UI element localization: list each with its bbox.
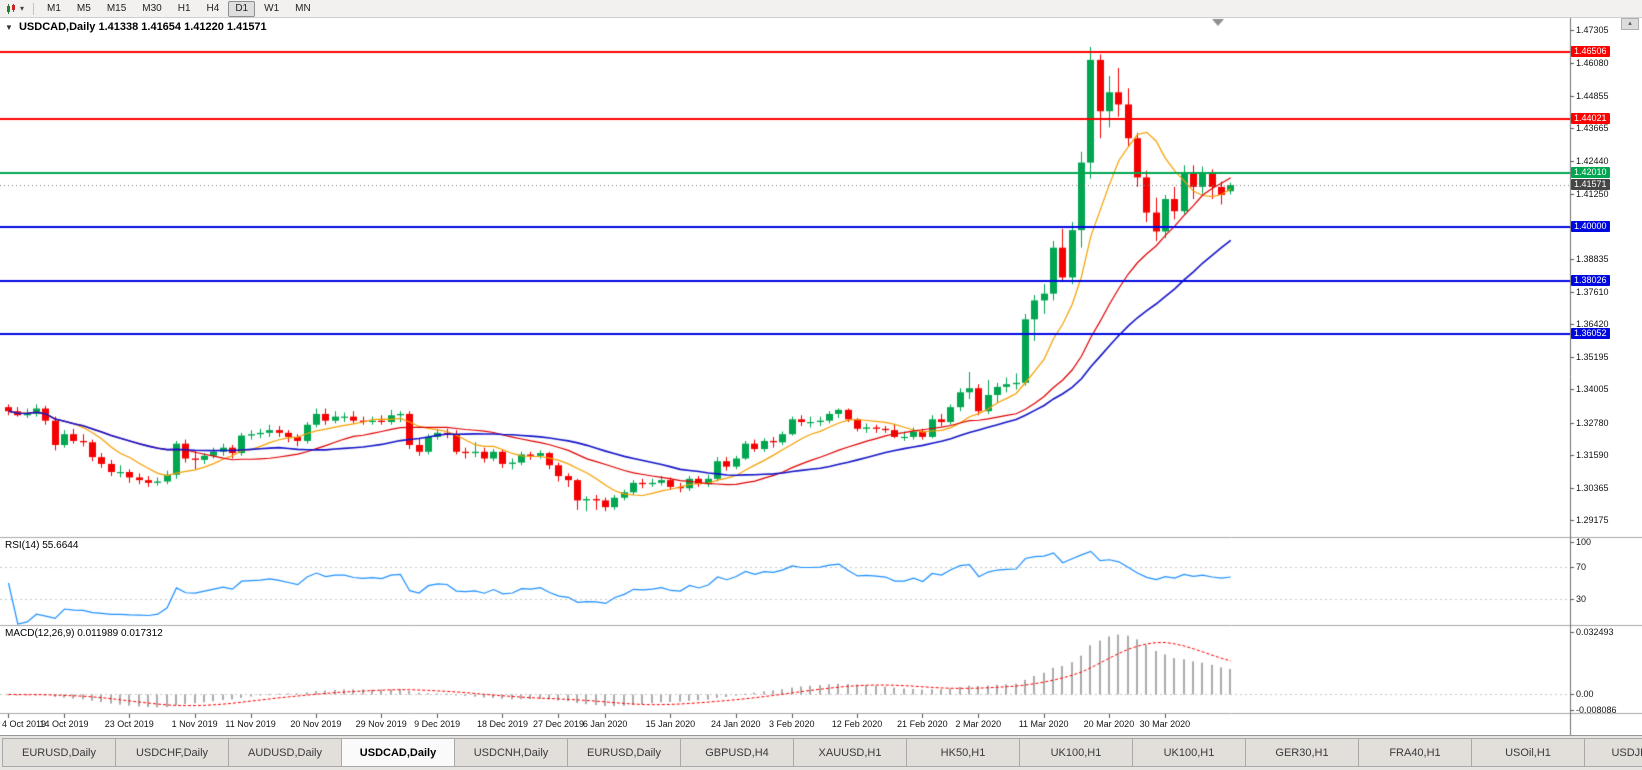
- candlestick-icon: [7, 3, 15, 14]
- timeframe-buttons: M1 M5 M15 M30 H1 H4 D1 W1 MN: [40, 0, 318, 17]
- chart-tab[interactable]: USDCNH,Daily: [454, 738, 568, 767]
- chart-tab[interactable]: EURUSD,Daily: [567, 738, 681, 767]
- chart-tab[interactable]: UK100,H1: [1019, 738, 1133, 767]
- chart-tab[interactable]: EURUSD,Daily: [2, 738, 116, 767]
- timeframe-button-m30[interactable]: M30: [142, 2, 162, 14]
- timeframe-button-m15[interactable]: M15: [106, 2, 127, 14]
- chart-tab[interactable]: USOil,H1: [1471, 738, 1585, 767]
- chart-tab[interactable]: USDCAD,Daily: [341, 738, 455, 767]
- chart-tab[interactable]: USDCHF,Daily: [115, 738, 229, 767]
- toolbar: ▾ M1 M5 M15 M30 H1 H4 D1 W1 MN: [0, 0, 1642, 18]
- chart-tab[interactable]: USDJPY,H1: [1584, 738, 1642, 767]
- chart-type-icon[interactable]: [3, 2, 19, 16]
- timeframe-button-m1[interactable]: M1: [47, 2, 61, 14]
- toolbar-separator: [33, 2, 35, 15]
- timeframe-button-d1[interactable]: D1: [228, 0, 256, 17]
- chart-type-dropdown-icon[interactable]: ▾: [20, 4, 25, 13]
- chart-tab[interactable]: FRA40,H1: [1358, 738, 1472, 767]
- chart-tab[interactable]: HK50,H1: [906, 738, 1020, 767]
- timeframe-button-m5[interactable]: M5: [76, 2, 91, 14]
- price-scale-scroll-button[interactable]: ▴: [1621, 18, 1639, 30]
- timeframe-button-w1[interactable]: W1: [264, 2, 280, 14]
- chart-tab[interactable]: GBPUSD,H4: [680, 738, 794, 767]
- chart-area: ▼ USDCAD,Daily 1.41338 1.41654 1.41220 1…: [0, 18, 1642, 735]
- timeframe-button-h1[interactable]: H1: [177, 2, 191, 14]
- chart-tab[interactable]: AUDUSD,Daily: [228, 738, 342, 767]
- timeframe-button-h4[interactable]: H4: [206, 2, 220, 14]
- timeframe-button-mn[interactable]: MN: [295, 2, 311, 14]
- chart-tab[interactable]: XAUUSD,H1: [793, 738, 907, 767]
- chart-canvas[interactable]: [0, 18, 1642, 735]
- chart-tab[interactable]: UK100,H1: [1132, 738, 1246, 767]
- chart-tab[interactable]: GER30,H1: [1245, 738, 1359, 767]
